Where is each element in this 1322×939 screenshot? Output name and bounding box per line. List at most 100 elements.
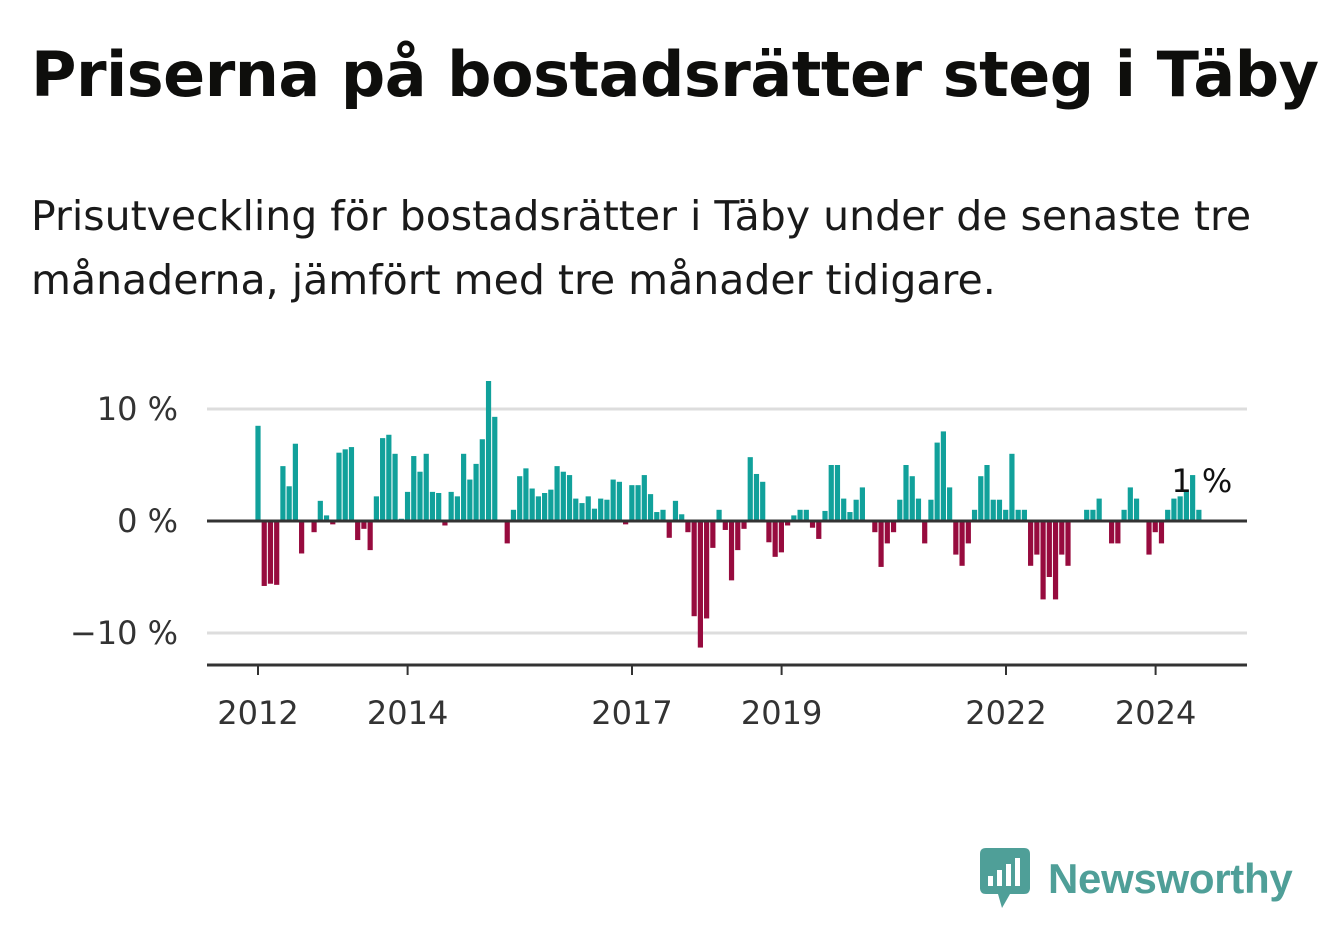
bar — [685, 521, 691, 533]
bar — [660, 509, 666, 521]
bar-series — [255, 381, 1202, 648]
bar — [355, 521, 361, 541]
bar — [492, 416, 498, 521]
bar — [448, 491, 454, 521]
bar — [1009, 453, 1015, 521]
bar — [1021, 509, 1027, 521]
bar — [716, 509, 722, 521]
bar — [330, 521, 336, 525]
bar — [342, 449, 348, 521]
bar — [797, 509, 803, 521]
bar — [735, 521, 741, 551]
bar — [317, 500, 323, 521]
bar — [766, 521, 772, 543]
bar — [641, 475, 647, 521]
y-tick-label: −10 % — [70, 614, 178, 652]
bar — [566, 475, 573, 521]
bar — [542, 493, 548, 521]
bar — [928, 499, 934, 521]
bar — [292, 443, 298, 521]
x-tick-label: 2014 — [367, 694, 448, 732]
bar — [323, 515, 330, 521]
bar — [834, 465, 841, 521]
bar — [616, 481, 622, 521]
bar — [255, 425, 261, 521]
bar — [423, 453, 429, 521]
bar — [485, 381, 492, 521]
bar — [1046, 521, 1052, 577]
bar — [1003, 509, 1009, 521]
axis-labels: 10 % 0 % −10 % 2012 2014 2017 2019 2022 2024 1 % — [70, 390, 1232, 732]
brand-name: Newsworthy — [1048, 855, 1293, 902]
bar — [791, 515, 797, 521]
bar — [467, 479, 473, 521]
bar — [853, 499, 859, 521]
bar — [1059, 521, 1065, 555]
bar — [473, 463, 479, 521]
bar — [679, 514, 685, 521]
y-tick-label: 10 % — [97, 390, 178, 428]
bar — [392, 453, 398, 521]
bar — [510, 509, 517, 521]
bar — [404, 491, 411, 521]
bar — [1090, 509, 1096, 521]
bar — [872, 521, 878, 533]
chart-subtitle: Prisutveckling för bostadsrätter i Täby … — [31, 192, 1252, 304]
bar — [922, 521, 928, 544]
bar — [728, 521, 735, 581]
axes — [207, 519, 1247, 675]
bar — [286, 486, 292, 521]
bar — [760, 481, 766, 521]
bar — [691, 521, 697, 617]
bar — [517, 476, 523, 521]
bar — [299, 521, 305, 554]
bar — [454, 496, 460, 521]
bar — [598, 498, 604, 521]
bar — [1152, 521, 1158, 533]
bar — [1065, 521, 1071, 566]
bar — [548, 489, 554, 521]
bar — [361, 521, 367, 529]
bar — [1040, 521, 1046, 600]
bar — [996, 499, 1003, 521]
bar — [741, 521, 747, 529]
bar — [348, 447, 355, 521]
bar — [822, 510, 828, 521]
bar — [573, 498, 579, 521]
bar — [722, 521, 728, 530]
bar — [1177, 496, 1183, 521]
bar — [280, 466, 286, 521]
bar — [1115, 521, 1121, 544]
bar — [623, 521, 629, 525]
x-tick-label: 2012 — [217, 694, 298, 732]
bar — [934, 442, 940, 521]
bar — [373, 496, 379, 521]
bar — [1109, 521, 1115, 544]
bar — [1052, 521, 1059, 600]
bar — [367, 521, 373, 551]
bar — [890, 521, 897, 533]
bar — [635, 485, 641, 521]
bar — [778, 521, 784, 553]
chart-title: Priserna på bostadsrätter steg i Täby — [31, 38, 1319, 111]
bar — [878, 521, 884, 567]
bar — [915, 498, 922, 521]
bar — [990, 499, 996, 521]
bar — [1034, 521, 1040, 555]
newsworthy-logo-icon — [980, 848, 1030, 908]
bar — [311, 521, 317, 533]
bar — [654, 512, 660, 521]
bar — [859, 487, 865, 521]
bar — [442, 521, 448, 526]
bar — [436, 493, 442, 521]
x-tick-label: 2019 — [741, 694, 822, 732]
bar — [461, 453, 467, 521]
bar — [841, 498, 847, 521]
bar — [1096, 498, 1102, 521]
bar — [984, 465, 990, 521]
bar-chart: 10 % 0 % −10 % 2012 2014 2017 2019 2022 2024 1 % — [70, 381, 1247, 732]
bar — [809, 521, 816, 528]
bar — [1127, 487, 1133, 521]
bar — [803, 509, 809, 521]
bar — [610, 479, 616, 521]
